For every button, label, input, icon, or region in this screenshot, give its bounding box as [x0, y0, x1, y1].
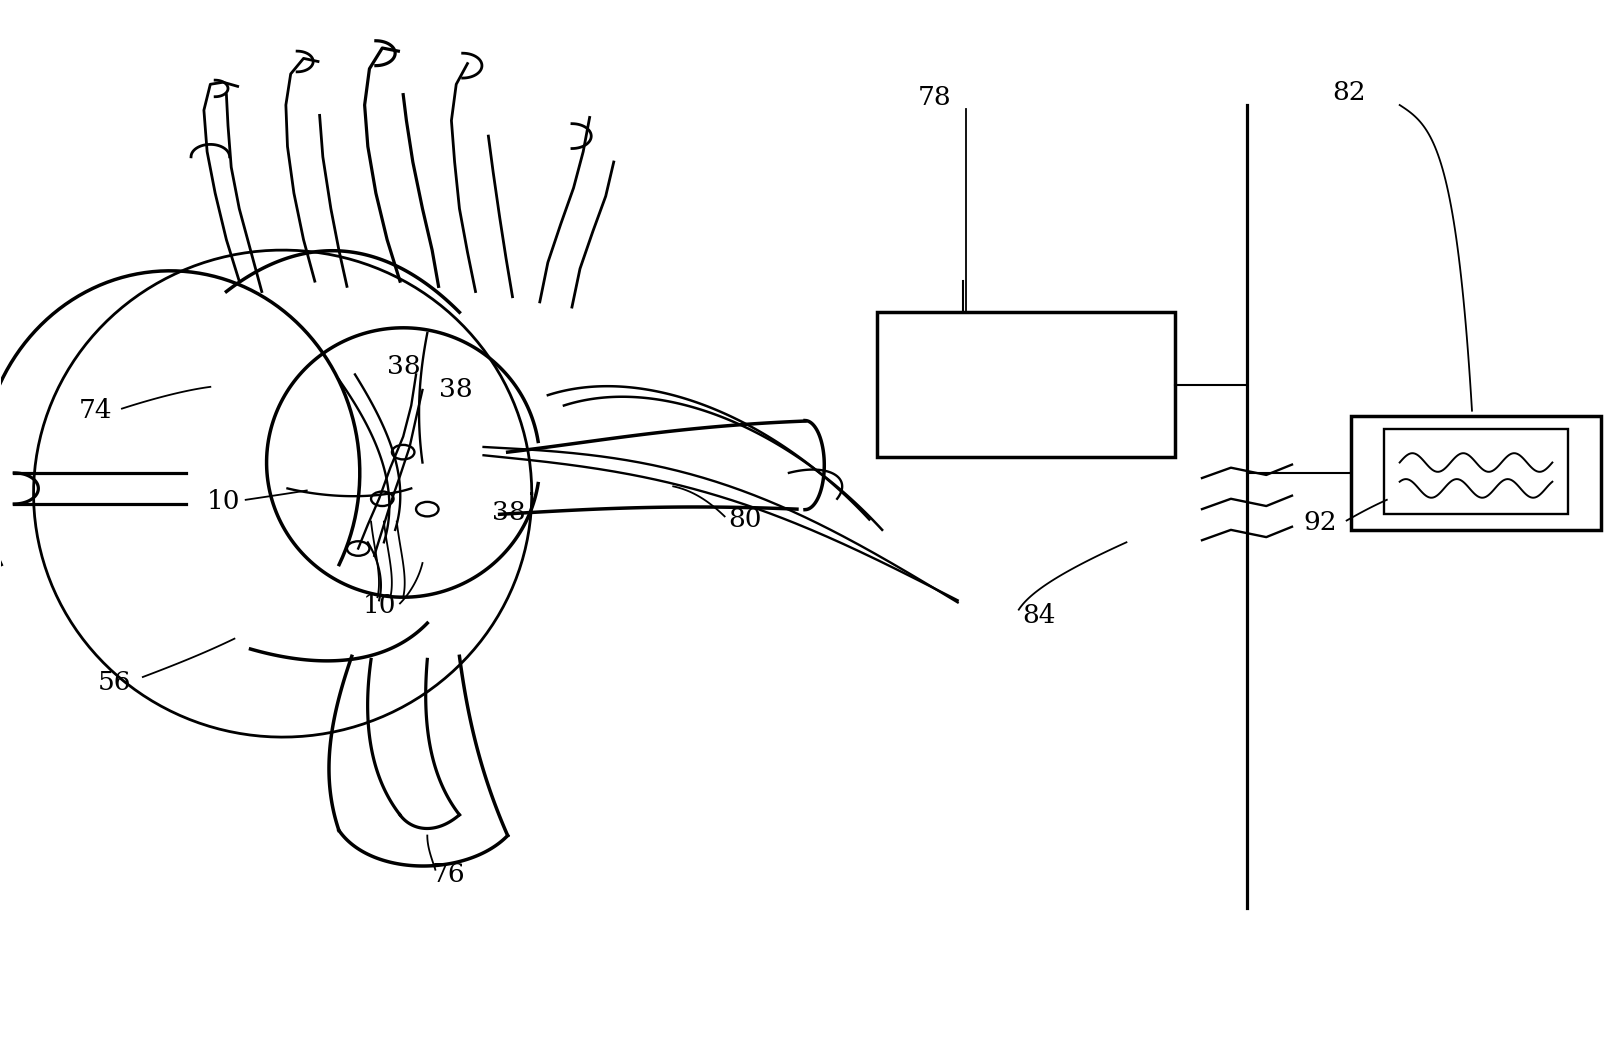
Text: 38: 38: [438, 377, 472, 402]
Bar: [877, 313, 1175, 457]
Text: 38: 38: [491, 500, 525, 525]
Text: 74: 74: [79, 398, 113, 423]
Bar: [1351, 416, 1600, 530]
Text: 10: 10: [208, 489, 240, 514]
Bar: [1383, 429, 1568, 514]
Text: 80: 80: [728, 507, 762, 532]
Text: 84: 84: [1022, 603, 1056, 629]
Text: 38: 38: [386, 354, 420, 379]
Text: 78: 78: [918, 85, 952, 110]
Circle shape: [370, 491, 393, 506]
Circle shape: [415, 502, 438, 516]
Text: 10: 10: [362, 593, 396, 618]
Text: 56: 56: [98, 670, 132, 695]
Text: 76: 76: [431, 862, 465, 887]
Circle shape: [346, 541, 369, 556]
Text: 82: 82: [1331, 80, 1365, 105]
Text: 92: 92: [1302, 510, 1336, 535]
Circle shape: [391, 445, 414, 459]
